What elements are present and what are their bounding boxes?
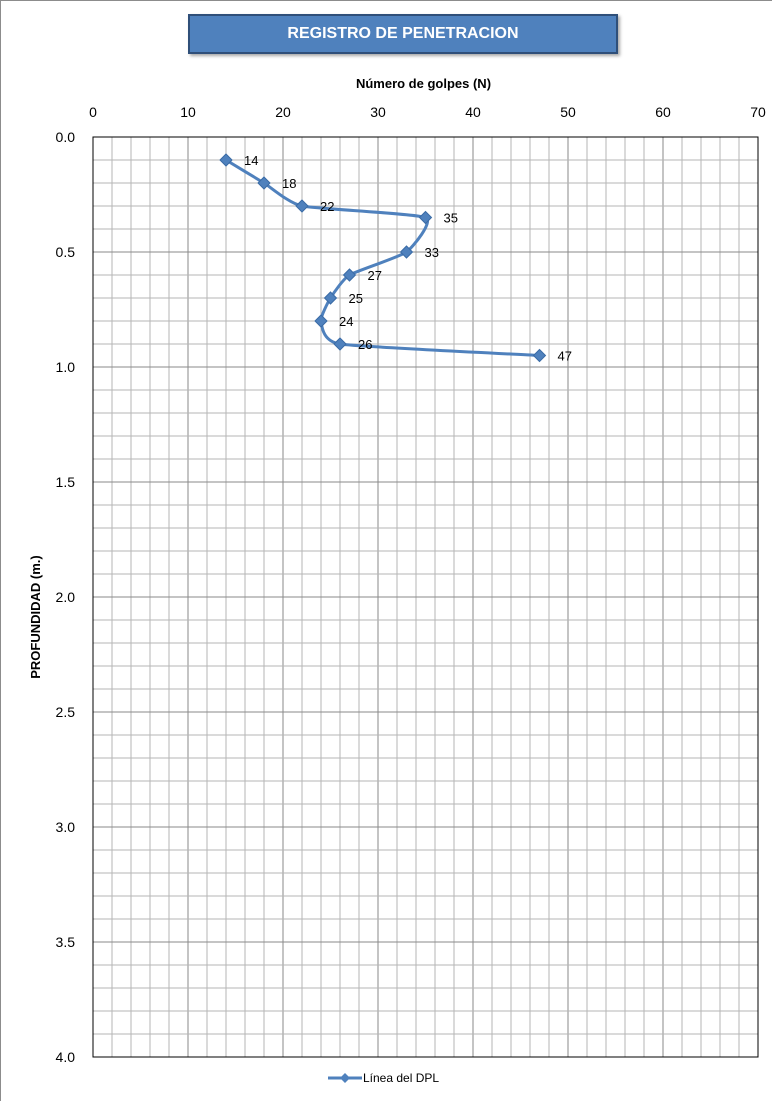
grid	[92, 136, 759, 1058]
x-tick-label: 70	[750, 104, 766, 120]
data-labels: 14 18 22 35 33 27 25 24 26 47	[244, 153, 572, 364]
y-tick-labels: 0.0 0.5 1.0 1.5 2.0 2.5 3.0 3.5 4.0	[56, 129, 76, 1065]
data-label: 35	[444, 211, 458, 226]
data-point-marker	[295, 199, 309, 213]
data-label: 27	[368, 268, 382, 283]
y-tick-label: 3.0	[56, 819, 76, 835]
x-tick-label: 10	[180, 104, 196, 120]
legend: Línea del DPL	[328, 1071, 439, 1085]
legend-label: Línea del DPL	[363, 1071, 439, 1085]
data-label: 24	[339, 314, 353, 329]
x-tick-label: 20	[275, 104, 291, 120]
y-tick-label: 1.0	[56, 359, 76, 375]
data-label: 33	[425, 245, 439, 260]
legend-diamond-icon	[340, 1073, 350, 1083]
data-label: 18	[282, 176, 296, 191]
data-point-marker	[532, 348, 547, 363]
y-tick-label: 2.0	[56, 589, 76, 605]
x-tick-label: 40	[465, 104, 481, 120]
data-point-marker	[314, 314, 328, 328]
y-tick-label: 1.5	[56, 474, 76, 490]
data-label: 22	[320, 199, 334, 214]
data-label: 26	[358, 337, 372, 352]
data-point-marker	[399, 245, 414, 259]
data-label: 25	[349, 291, 363, 306]
y-axis-title: PROFUNDIDAD (m.)	[28, 555, 43, 679]
x-tick-label: 50	[560, 104, 576, 120]
data-point-marker	[323, 291, 338, 305]
y-tick-label: 4.0	[56, 1049, 76, 1065]
data-label: 14	[244, 153, 258, 168]
plot-border	[92, 136, 759, 1058]
data-point-marker	[342, 268, 357, 282]
x-tick-label: 30	[370, 104, 386, 120]
y-tick-label: 3.5	[56, 934, 76, 950]
series-markers	[219, 153, 547, 363]
data-point-marker	[333, 337, 347, 351]
data-point-marker	[257, 176, 271, 190]
data-point-marker	[418, 210, 433, 225]
y-tick-label: 0.5	[56, 244, 76, 260]
x-tick-label: 0	[89, 104, 97, 120]
data-label: 47	[558, 349, 572, 364]
chart-title: REGISTRO DE PENETRACION	[188, 14, 618, 54]
y-tick-label: 2.5	[56, 704, 76, 720]
x-axis-title: Número de golpes (N)	[356, 76, 491, 91]
data-point-marker	[219, 153, 233, 167]
x-tick-labels: 0 10 20 30 40 50 60 70	[89, 104, 766, 120]
y-tick-label: 0.0	[56, 129, 76, 145]
x-tick-label: 60	[655, 104, 671, 120]
